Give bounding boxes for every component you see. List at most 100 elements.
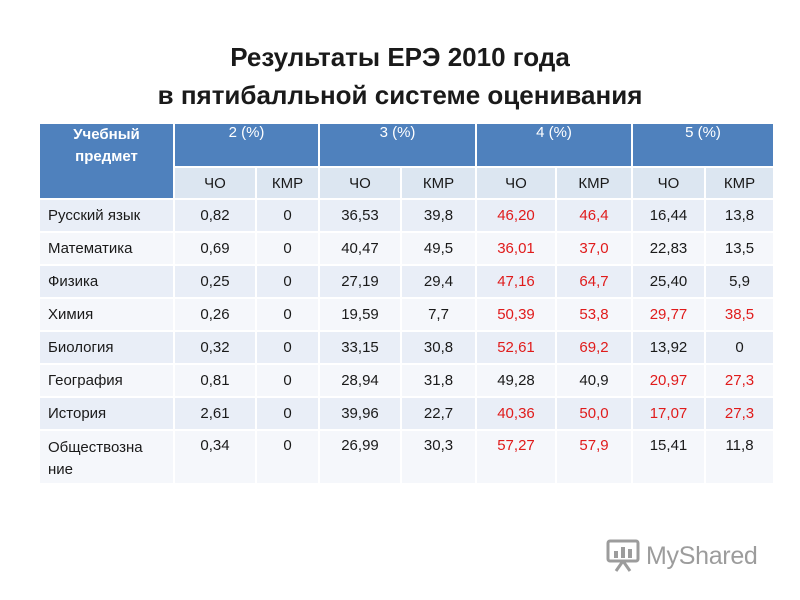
value-cell: 0 bbox=[257, 233, 320, 266]
value-cell: 39,8 bbox=[402, 200, 477, 233]
value-cell: 47,16 bbox=[477, 266, 557, 299]
value-cell: 0,34 bbox=[175, 431, 257, 485]
value-cell: 0 bbox=[706, 332, 775, 365]
value-cell: 30,8 bbox=[402, 332, 477, 365]
value-cell: 53,8 bbox=[557, 299, 633, 332]
value-cell: 0,32 bbox=[175, 332, 257, 365]
value-cell: 0 bbox=[257, 398, 320, 431]
value-cell: 64,7 bbox=[557, 266, 633, 299]
value-cell: 20,97 bbox=[633, 365, 706, 398]
myshared-watermark: MyShared bbox=[606, 538, 766, 574]
value-cell: 38,5 bbox=[706, 299, 775, 332]
value-cell: 69,2 bbox=[557, 332, 633, 365]
value-cell: 26,99 bbox=[320, 431, 402, 485]
value-cell: 50,39 bbox=[477, 299, 557, 332]
subject-cell: Обществозна ние bbox=[40, 431, 175, 485]
value-cell: 13,5 bbox=[706, 233, 775, 266]
watermark-text: MyShared bbox=[646, 542, 758, 570]
value-cell: 2,61 bbox=[175, 398, 257, 431]
value-cell: 7,7 bbox=[402, 299, 477, 332]
subject-cell: Биология bbox=[40, 332, 175, 365]
subject-cell: Математика bbox=[40, 233, 175, 266]
value-cell: 31,8 bbox=[402, 365, 477, 398]
table-row: Химия 0,26 0 19,59 7,7 50,39 53,8 29,77 38,5 bbox=[40, 299, 775, 332]
subject-cell-line: Обществозна bbox=[48, 439, 143, 456]
sub-header: ЧО bbox=[477, 168, 557, 200]
value-cell: 36,01 bbox=[477, 233, 557, 266]
grade-header-3: 3 (%) bbox=[320, 124, 477, 168]
value-cell: 57,27 bbox=[477, 431, 557, 485]
value-cell: 40,47 bbox=[320, 233, 402, 266]
value-cell: 0,81 bbox=[175, 365, 257, 398]
results-table: Учебный предмет 2 (%) 3 (%) 4 (%) 5 (%) … bbox=[40, 124, 775, 485]
value-cell: 29,4 bbox=[402, 266, 477, 299]
value-cell: 5,9 bbox=[706, 266, 775, 299]
title-line-1: Результаты ЕРЭ 2010 года bbox=[230, 42, 570, 72]
subject-cell: Химия bbox=[40, 299, 175, 332]
value-cell: 37,0 bbox=[557, 233, 633, 266]
value-cell: 0,82 bbox=[175, 200, 257, 233]
subject-cell: Физика bbox=[40, 266, 175, 299]
value-cell: 27,3 bbox=[706, 365, 775, 398]
sub-header: ЧО bbox=[633, 168, 706, 200]
value-cell: 27,19 bbox=[320, 266, 402, 299]
value-cell: 0 bbox=[257, 299, 320, 332]
value-cell: 25,40 bbox=[633, 266, 706, 299]
value-cell: 49,5 bbox=[402, 233, 477, 266]
value-cell: 0 bbox=[257, 431, 320, 485]
value-cell: 13,92 bbox=[633, 332, 706, 365]
sub-header: ЧО bbox=[320, 168, 402, 200]
subject-cell: География bbox=[40, 365, 175, 398]
title-line-2: в пятибалльной системе оценивания bbox=[157, 80, 643, 110]
subject-column-header: Учебный предмет bbox=[40, 124, 175, 200]
value-cell: 39,96 bbox=[320, 398, 402, 431]
value-cell: 0,69 bbox=[175, 233, 257, 266]
grade-header-2: 2 (%) bbox=[175, 124, 320, 168]
value-cell: 30,3 bbox=[402, 431, 477, 485]
presentation-board-icon bbox=[606, 539, 640, 572]
value-cell: 0 bbox=[257, 332, 320, 365]
subject-cell: Русский язык bbox=[40, 200, 175, 233]
subject-cell-line: ние bbox=[48, 461, 74, 478]
value-cell: 29,77 bbox=[633, 299, 706, 332]
value-cell: 40,9 bbox=[557, 365, 633, 398]
value-cell: 22,7 bbox=[402, 398, 477, 431]
table-row: Физика 0,25 0 27,19 29,4 47,16 64,7 25,40 5,9 bbox=[40, 266, 775, 299]
page-title: Результаты ЕРЭ 2010 года в пятибалльной … bbox=[0, 38, 800, 114]
value-cell: 27,3 bbox=[706, 398, 775, 431]
value-cell: 19,59 bbox=[320, 299, 402, 332]
value-cell: 0,26 bbox=[175, 299, 257, 332]
value-cell: 0 bbox=[257, 365, 320, 398]
grade-header-5: 5 (%) bbox=[633, 124, 775, 168]
value-cell: 49,28 bbox=[477, 365, 557, 398]
value-cell: 36,53 bbox=[320, 200, 402, 233]
value-cell: 52,61 bbox=[477, 332, 557, 365]
value-cell: 33,15 bbox=[320, 332, 402, 365]
value-cell: 17,07 bbox=[633, 398, 706, 431]
value-cell: 11,8 bbox=[706, 431, 775, 485]
value-cell: 50,0 bbox=[557, 398, 633, 431]
value-cell: 57,9 bbox=[557, 431, 633, 485]
value-cell: 40,36 bbox=[477, 398, 557, 431]
grade-header-4: 4 (%) bbox=[477, 124, 633, 168]
sub-header: КМР bbox=[257, 168, 320, 200]
value-cell: 0 bbox=[257, 266, 320, 299]
value-cell: 46,20 bbox=[477, 200, 557, 233]
value-cell: 16,44 bbox=[633, 200, 706, 233]
table-row: Русский язык 0,82 0 36,53 39,8 46,20 46,4 16,44… bbox=[40, 200, 775, 233]
table-row: Математика 0,69 0 40,47 49,5 36,01 37,0 22,83 13… bbox=[40, 233, 775, 266]
subject-cell: История bbox=[40, 398, 175, 431]
sub-header: КМР bbox=[557, 168, 633, 200]
value-cell: 22,83 bbox=[633, 233, 706, 266]
table-row: Обществозна ние 0,34 0 26,99 30,3 57,27 57,9 15,… bbox=[40, 431, 775, 485]
sub-header: КМР bbox=[706, 168, 775, 200]
value-cell: 0,25 bbox=[175, 266, 257, 299]
table-row: Биология 0,32 0 33,15 30,8 52,61 69,2 13,92 0 bbox=[40, 332, 775, 365]
value-cell: 13,8 bbox=[706, 200, 775, 233]
value-cell: 15,41 bbox=[633, 431, 706, 485]
value-cell: 46,4 bbox=[557, 200, 633, 233]
sub-header: ЧО bbox=[175, 168, 257, 200]
value-cell: 28,94 bbox=[320, 365, 402, 398]
table-row: География 0,81 0 28,94 31,8 49,28 40,9 20,97 27,… bbox=[40, 365, 775, 398]
table-row: История 2,61 0 39,96 22,7 40,36 50,0 17,07 27,3 bbox=[40, 398, 775, 431]
